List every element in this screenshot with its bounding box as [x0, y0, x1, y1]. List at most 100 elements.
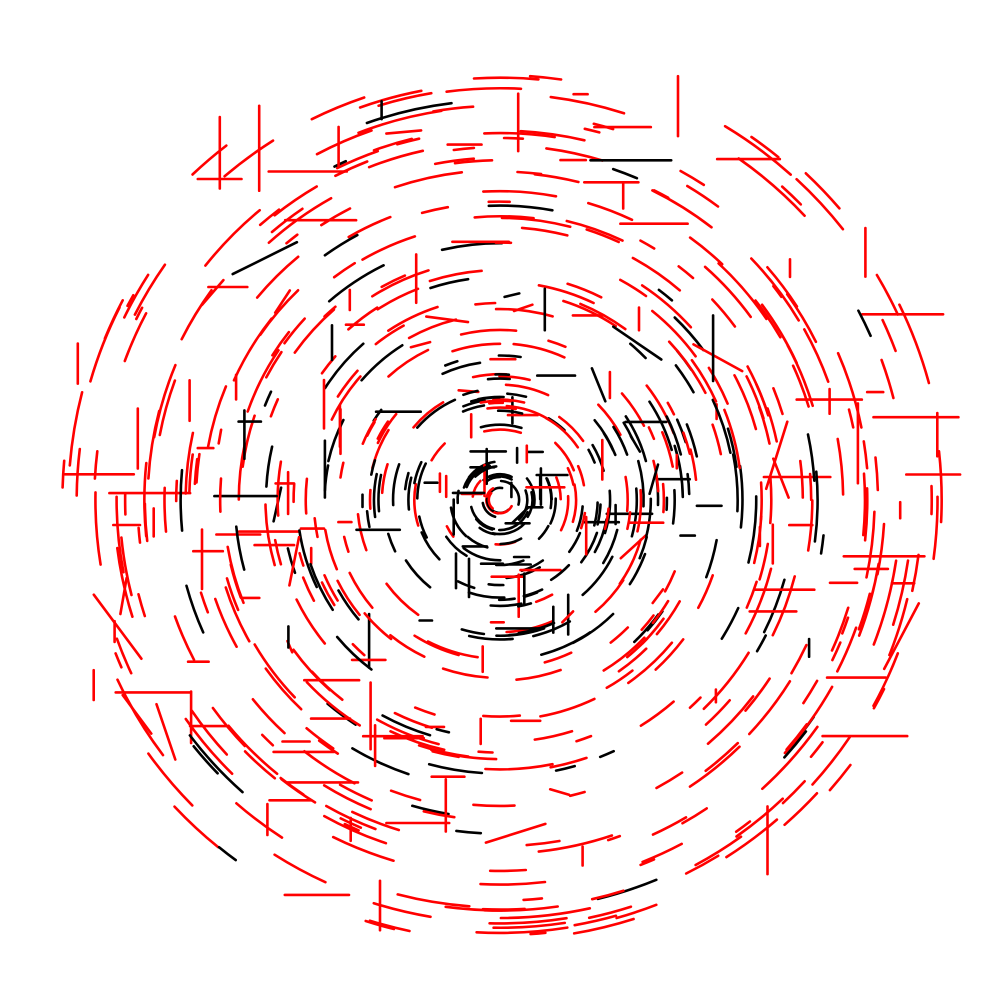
- stroke: [451, 342, 502, 353]
- stroke: [711, 398, 732, 454]
- stroke: [605, 669, 634, 690]
- stroke: [381, 714, 432, 737]
- stroke: [654, 638, 685, 671]
- stroke: [323, 814, 388, 845]
- stroke: [403, 471, 410, 491]
- stroke: [465, 464, 491, 489]
- stroke: [575, 734, 593, 743]
- stroke: [267, 196, 333, 244]
- stroke: [498, 374, 531, 382]
- stroke: [425, 315, 470, 324]
- stroke: [651, 309, 697, 358]
- stroke: [704, 699, 731, 726]
- stroke: [512, 342, 566, 359]
- stroke: [218, 477, 223, 513]
- stroke: [488, 916, 568, 925]
- stroke: [781, 780, 806, 805]
- stroke: [639, 700, 675, 727]
- stroke: [258, 208, 281, 227]
- stroke: [276, 460, 283, 517]
- stroke: [723, 124, 792, 176]
- stroke: [686, 472, 691, 496]
- stroke: [377, 473, 383, 513]
- stroke: [647, 426, 656, 441]
- stroke: [376, 287, 420, 311]
- stroke: [597, 403, 622, 436]
- stroke: [471, 479, 482, 498]
- stroke: [273, 289, 292, 314]
- stroke: [475, 518, 494, 531]
- stroke: [204, 208, 261, 267]
- stroke: [184, 431, 195, 495]
- stroke: [420, 531, 441, 561]
- stroke: [89, 306, 121, 383]
- stroke: [734, 820, 752, 833]
- stroke: [265, 350, 283, 379]
- stroke: [372, 137, 414, 152]
- stroke: [881, 318, 897, 353]
- stroke: [320, 581, 336, 607]
- stroke: [163, 486, 168, 533]
- stroke: [460, 628, 486, 636]
- stroke: [611, 167, 639, 180]
- stroke: [510, 505, 530, 525]
- stroke: [428, 269, 483, 283]
- stroke: [811, 735, 851, 786]
- stroke: [759, 481, 763, 522]
- stroke: [347, 306, 379, 331]
- stroke: [363, 612, 393, 641]
- stroke: [487, 491, 494, 510]
- stroke: [413, 483, 420, 527]
- stroke: [702, 651, 750, 711]
- stroke: [356, 513, 368, 552]
- stroke: [292, 482, 296, 504]
- stroke: [615, 903, 658, 920]
- stroke: [360, 344, 404, 382]
- stroke: [370, 459, 377, 476]
- stroke: [681, 807, 708, 825]
- stroke: [666, 401, 676, 416]
- stroke: [857, 309, 872, 338]
- stroke: [335, 149, 380, 170]
- stroke: [462, 399, 486, 408]
- stroke: [305, 680, 361, 727]
- stroke: [534, 593, 554, 604]
- stroke: [836, 626, 858, 673]
- stroke: [841, 616, 850, 635]
- stroke: [286, 547, 297, 575]
- stroke: [93, 450, 99, 480]
- stroke: [629, 435, 642, 453]
- stroke: [485, 475, 502, 483]
- stroke: [831, 641, 842, 662]
- stroke: [641, 842, 683, 864]
- stroke: [472, 76, 540, 81]
- stroke: [137, 593, 147, 618]
- stroke: [416, 398, 457, 429]
- stroke: [445, 525, 455, 538]
- stroke: [126, 293, 135, 308]
- stroke: [503, 292, 521, 299]
- stroke: [526, 491, 534, 519]
- stroke: [813, 470, 819, 543]
- stroke: [389, 730, 446, 752]
- stroke: [472, 803, 516, 808]
- stroke: [61, 459, 66, 489]
- stroke: [488, 401, 505, 405]
- stroke: [488, 868, 528, 873]
- stroke: [155, 702, 177, 761]
- stroke: [462, 389, 479, 397]
- stroke: [461, 404, 486, 413]
- stroke: [330, 375, 362, 421]
- stroke: [135, 306, 144, 321]
- stroke: [761, 725, 819, 791]
- stroke: [327, 418, 345, 463]
- stroke: [661, 431, 674, 468]
- stroke: [473, 214, 535, 220]
- stroke: [416, 462, 427, 500]
- stroke: [444, 359, 459, 367]
- stroke: [757, 405, 771, 445]
- stroke: [665, 415, 683, 456]
- stroke: [651, 588, 665, 605]
- stroke: [273, 185, 318, 217]
- stroke: [462, 462, 490, 489]
